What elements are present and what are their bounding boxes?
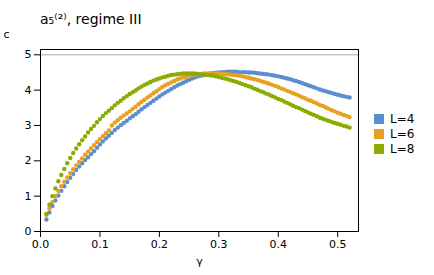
html-text:a₅⁽²⁾, regime III: a₅⁽²⁾, regime III	[40, 10, 142, 27]
svg-text:1: 1	[25, 189, 32, 202]
svg-text:0: 0	[25, 225, 32, 238]
svg-text:5: 5	[25, 48, 32, 61]
svg-text:2: 2	[25, 154, 32, 167]
svg-text:4: 4	[25, 83, 32, 96]
html-text:L=8: L=8	[390, 142, 415, 156]
svg-text:0.1: 0.1	[91, 238, 109, 251]
svg-text:3: 3	[25, 119, 32, 132]
svg-text:0.2: 0.2	[151, 238, 169, 251]
svg-text:γ: γ	[196, 254, 203, 267]
svg-text:0.4: 0.4	[270, 238, 288, 251]
svg-text:0.0: 0.0	[32, 238, 50, 251]
svg-text:0.3: 0.3	[210, 238, 228, 251]
html-text:L=4: L=4	[390, 112, 415, 126]
html-text:L=6: L=6	[390, 127, 415, 141]
svg-text:0.5: 0.5	[329, 238, 347, 251]
svg-text:c: c	[4, 28, 10, 41]
